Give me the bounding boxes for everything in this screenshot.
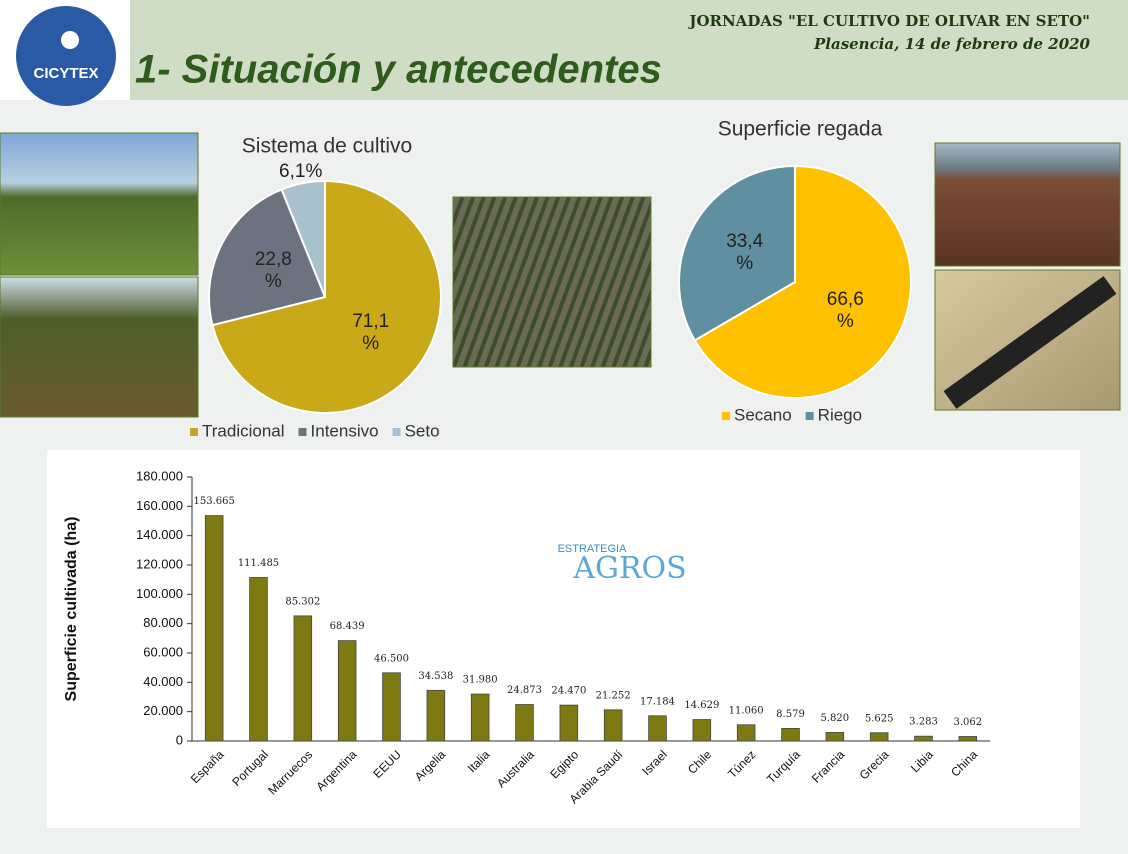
pie-slice: [280, 179, 326, 298]
bar: [337, 640, 357, 742]
bar-value-label: 31.980: [463, 675, 498, 686]
photo-hedgerow: [452, 196, 652, 368]
bar: [559, 704, 579, 742]
bar: [470, 693, 490, 742]
legend-label: Intensivo: [311, 421, 379, 440]
bar-value-label: 153.665: [193, 496, 234, 507]
legend-swatch: [190, 428, 198, 436]
bar: [382, 672, 401, 742]
bar: [293, 615, 313, 742]
bar: [603, 709, 623, 742]
y-tick-label: 120.000: [136, 556, 183, 571]
bar: [648, 715, 667, 742]
bar: [249, 577, 268, 742]
event-title: JORNADAS "EL CULTIVO DE OLIVAR EN SETO": [687, 12, 1090, 30]
bar: [958, 736, 978, 742]
bar: [736, 724, 756, 742]
bar-value-label: 46.500: [374, 653, 409, 664]
legend-swatch: [298, 428, 307, 436]
legend-label: Tradicional: [202, 421, 285, 440]
header-band: [130, 0, 1128, 100]
y-axis-label: Superficie cultivada (ha): [63, 517, 80, 702]
y-tick-label: 80.000: [143, 615, 183, 630]
pie-title: Sistema de cultivo: [242, 135, 412, 158]
bar-value-label: 3.062: [954, 717, 983, 728]
bar-value-label: 34.538: [418, 671, 453, 682]
bar-value-label: 11.060: [729, 705, 764, 716]
bar-value-label: 24.873: [507, 685, 542, 696]
pie-value-label: 66,6 %: [826, 288, 864, 332]
y-tick-label: 180.000: [136, 468, 183, 483]
bar-value-label: 17.184: [640, 696, 675, 707]
bar-value-label: 111.485: [238, 558, 279, 569]
y-tick-label: 20.000: [143, 703, 183, 718]
pie-title: Superficie regada: [718, 118, 883, 141]
photo-olive-grove: [0, 276, 199, 418]
y-tick-label: 60.000: [143, 644, 183, 659]
legend-label: Secano: [734, 405, 792, 424]
y-tick-label: 140.000: [136, 527, 183, 542]
pie-value-label: 71,1 %: [352, 310, 390, 354]
bar: [914, 735, 933, 742]
photo-drip-pipe: [943, 276, 1117, 409]
photo-drought: [934, 142, 1121, 267]
logo-text: CICYTEX: [33, 65, 98, 82]
watermark-top: ESTRATEGIA: [558, 543, 628, 555]
event-place: Plasencia, 14 de febrero de 2020: [813, 35, 1091, 53]
pie-value-label: 6,1%: [279, 160, 323, 182]
y-tick-label: 160.000: [136, 498, 183, 513]
pie-value-label: 22,8 %: [254, 248, 292, 292]
pie-slice: [693, 164, 912, 399]
legend-swatch: [722, 412, 730, 420]
bar-value-label: 5.625: [865, 713, 894, 724]
logo-dot: [61, 31, 79, 49]
bar-value-label: 3.283: [909, 717, 938, 728]
bar: [426, 689, 446, 742]
y-tick-label: 0: [176, 732, 183, 747]
bar-value-label: 5.820: [821, 713, 850, 724]
legend-label: Seto: [405, 421, 440, 440]
legend-label: Riego: [818, 405, 862, 424]
bar-value-label: 68.439: [330, 621, 365, 632]
watermark-main: AGROS: [572, 551, 686, 586]
bar-value-label: 85.302: [285, 596, 320, 607]
photo-olive-field: [0, 132, 199, 276]
bar: [869, 732, 889, 742]
y-tick-label: 100.000: [136, 586, 183, 601]
slide-title: 1- Situación y antecedentes: [135, 48, 662, 92]
bar: [781, 728, 800, 742]
bar-value-label: 24.470: [551, 686, 586, 697]
legend-swatch: [805, 412, 814, 420]
y-tick-label: 40.000: [143, 674, 183, 689]
bar: [825, 732, 845, 742]
bar-value-label: 21.252: [596, 690, 631, 701]
pie-slice: [678, 164, 796, 342]
pie-slice: [208, 188, 327, 327]
bar-value-label: 8.579: [776, 709, 805, 720]
bar: [692, 719, 712, 742]
logo-circle: [16, 6, 116, 106]
bar: [204, 515, 224, 742]
pie-slice: [211, 179, 442, 414]
bar: [515, 704, 534, 742]
legend-swatch: [392, 428, 401, 436]
bar-value-label: 14.629: [684, 700, 719, 711]
pie-value-label: 33,4 %: [726, 231, 764, 275]
